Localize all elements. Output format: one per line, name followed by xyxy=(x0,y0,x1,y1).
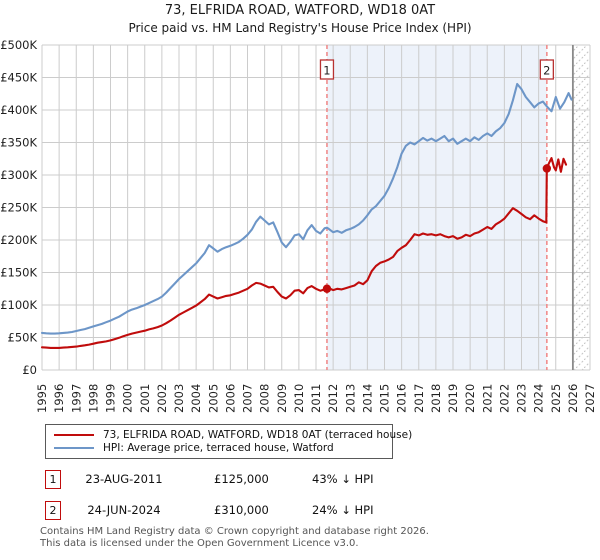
x-tick-label: 2027 xyxy=(583,384,597,413)
x-tick-label: 2005 xyxy=(206,384,220,413)
sale-2-label-text: 2 xyxy=(543,64,550,78)
x-tick-label: 1998 xyxy=(86,384,100,413)
gridlines xyxy=(41,44,591,371)
x-tick-label: 1997 xyxy=(69,384,83,413)
x-tick-label: 2004 xyxy=(189,384,203,413)
property-price-line xyxy=(40,157,568,349)
legend-item-hpi: HPI: Average price, terraced house, Watf… xyxy=(54,442,384,454)
x-tick-label: 2006 xyxy=(223,384,237,413)
sale-1-label-box xyxy=(319,59,335,80)
x-tick-label: 1995 xyxy=(35,384,49,413)
sale-2-number-badge: 2 xyxy=(45,501,61,520)
x-tick-label: 1999 xyxy=(104,384,118,413)
price-history-chart: 1 2 £0 £50K £100K £150K £200K £250K £300K £350K £4… xyxy=(0,38,597,413)
copyright-footer: Contains HM Land Registry data © Crown c… xyxy=(40,526,429,549)
y-tick-label: £300K xyxy=(0,168,37,182)
x-tick-label: 2013 xyxy=(343,384,357,413)
page-title: 73, ELFRIDA ROAD, WATFORD, WD18 0AT xyxy=(164,3,436,18)
x-tick-label: 2003 xyxy=(172,384,186,413)
y-tick-label: £400K xyxy=(0,103,37,117)
x-tick-label: 2012 xyxy=(326,384,340,413)
sale-2-price: £310,000 xyxy=(214,503,269,517)
hpi-line-swatch xyxy=(54,447,94,450)
property-line-swatch xyxy=(54,433,94,436)
x-tick-label: 2017 xyxy=(412,384,426,413)
legend-label-hpi: HPI: Average price, terraced house, Watf… xyxy=(103,442,334,455)
sale-1-number-badge: 1 xyxy=(45,470,61,489)
x-tick-label: 2016 xyxy=(395,384,409,413)
x-tick-label: 2014 xyxy=(360,384,374,413)
x-tick-label: 2002 xyxy=(155,384,169,413)
y-tick-label: £350K xyxy=(0,136,37,150)
legend-box: 73, ELFRIDA ROAD, WATFORD, WD18 0AT (ter… xyxy=(45,424,412,459)
sale-2-date: 24-JUN-2024 xyxy=(87,503,161,517)
y-tick-label: £250K xyxy=(0,201,37,215)
x-tick-label: 2000 xyxy=(121,384,135,413)
sale-annotation-row-1: 1 23-AUG-2011 £125,000 43% ↓ HPI xyxy=(0,470,600,490)
sale-1-date: 23-AUG-2011 xyxy=(85,472,163,486)
x-tick-label: 2022 xyxy=(497,384,511,413)
y-tick-label: £0 xyxy=(22,363,37,377)
legend-label-property: 73, ELFRIDA ROAD, WATFORD, WD18 0AT (ter… xyxy=(103,428,413,441)
sale-annotation-row-2: 2 24-JUN-2024 £310,000 24% ↓ HPI xyxy=(0,501,600,521)
sale-2-marker-dot xyxy=(542,164,552,173)
sale-2-label-box xyxy=(539,59,554,80)
y-tick-label: £200K xyxy=(0,233,37,247)
x-tick-label: 2019 xyxy=(446,384,460,413)
y-tick-label: £150K xyxy=(0,266,37,280)
x-tick-label: 2021 xyxy=(480,384,494,413)
x-tick-label: 2011 xyxy=(309,384,323,413)
page-subtitle: Price paid vs. HM Land Registry's House … xyxy=(128,21,472,35)
x-tick-label: 2026 xyxy=(566,384,580,413)
y-tick-label: £500K xyxy=(0,38,37,52)
y-tick-label: £100K xyxy=(0,298,37,312)
x-tick-label: 2007 xyxy=(241,384,255,413)
x-tick-label: 2023 xyxy=(515,384,529,413)
sale-1-label-text: 1 xyxy=(323,64,330,78)
x-tick-label: 2010 xyxy=(292,384,306,413)
footer-line-1: Contains HM Land Registry data © Crown c… xyxy=(40,526,429,537)
y-tick-label: £50K xyxy=(8,331,38,345)
x-tick-label: 2025 xyxy=(549,384,563,413)
y-tick-label: £450K xyxy=(0,71,37,85)
x-tick-label: 2015 xyxy=(378,384,392,413)
sale-1-hpi-delta: 43% ↓ HPI xyxy=(312,472,374,486)
sale-2-hpi-delta: 24% ↓ HPI xyxy=(312,503,374,517)
sale-1-marker-dot xyxy=(322,284,332,293)
x-tick-label: 2018 xyxy=(429,384,443,413)
x-tick-label: 2024 xyxy=(532,384,546,413)
footer-line-2: This data is licensed under the Open Gov… xyxy=(40,537,359,549)
hpi-line xyxy=(40,82,573,335)
x-tick-label: 2008 xyxy=(258,384,272,413)
x-tick-label: 1996 xyxy=(52,384,66,413)
x-tick-label: 2009 xyxy=(275,384,289,413)
legend-item-property: 73, ELFRIDA ROAD, WATFORD, WD18 0AT (ter… xyxy=(54,429,412,441)
sale-1-price: £125,000 xyxy=(214,472,269,486)
x-tick-label: 2001 xyxy=(138,384,152,413)
x-tick-label: 2020 xyxy=(463,384,477,413)
